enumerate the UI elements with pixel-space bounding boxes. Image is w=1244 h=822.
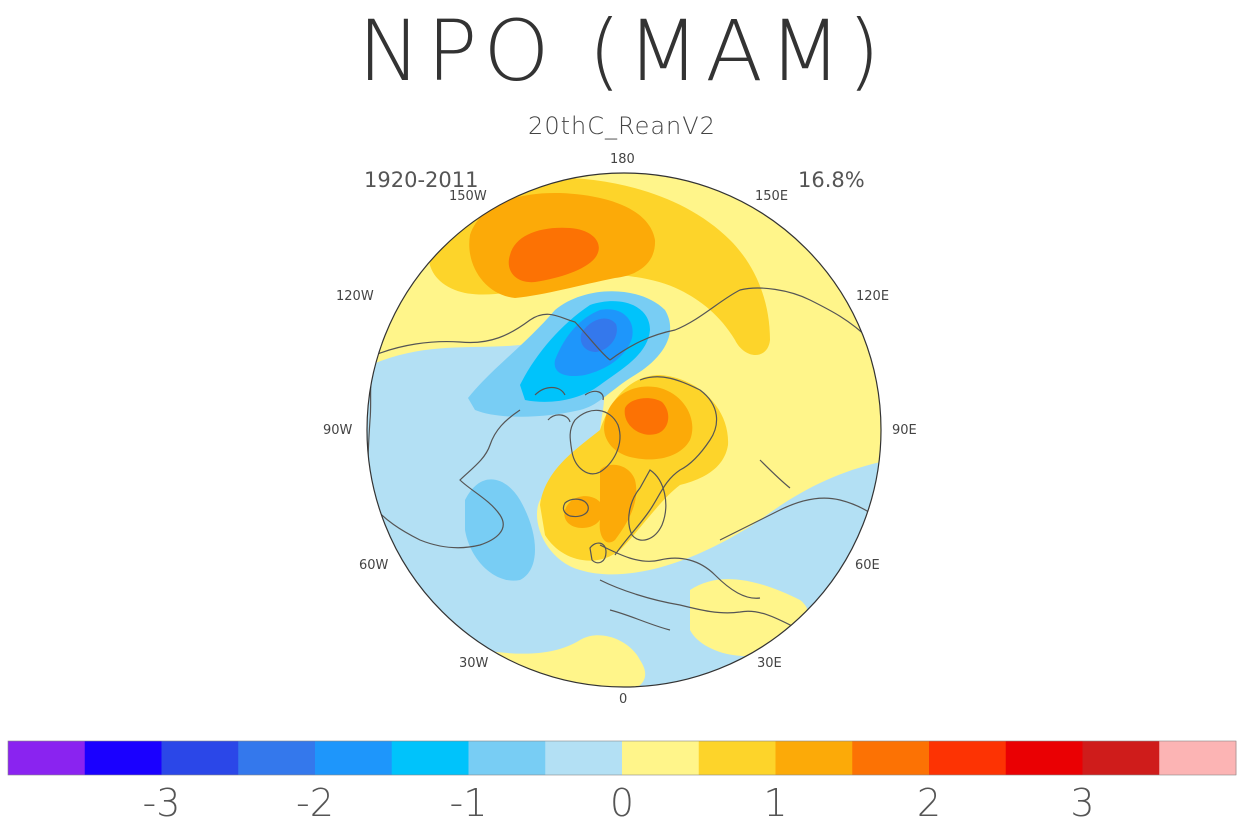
lon-label-60e: 60E <box>855 558 880 573</box>
colorbar-segment <box>852 741 930 775</box>
figure-title: NPO (MAM) <box>357 2 887 100</box>
lon-label-90w: 90W <box>323 423 353 438</box>
colorbar-tick-label: 1 <box>763 781 787 822</box>
colorbar-tick-label: 3 <box>1070 781 1094 822</box>
colorbar-tick-label: -2 <box>296 781 334 822</box>
colorbar-segment <box>1082 741 1160 775</box>
dataset-subtitle: 20thC_ReanV2 <box>528 112 716 140</box>
lon-label-180: 180 <box>610 152 635 167</box>
contour-field <box>367 173 881 687</box>
colorbar-frame <box>7 740 1237 776</box>
time-period-label: 1920-2011 <box>364 168 479 192</box>
coastline-arctic-islands <box>534 386 604 423</box>
contour-region-orange-pacific-3 <box>508 227 599 283</box>
colorbar-segment <box>1005 741 1083 775</box>
coastline-iceland <box>562 498 589 518</box>
explained-variance-label: 16.8% <box>798 168 865 192</box>
colorbar-segment <box>315 741 393 775</box>
map-boundary <box>366 172 882 688</box>
lon-label-90e: 90E <box>892 423 917 438</box>
coastline-asia-east <box>719 459 881 541</box>
colorbar-segment <box>391 741 469 775</box>
coastline-europe <box>599 544 801 631</box>
colorbar-segment <box>929 741 1007 775</box>
colorbar-tick-label: -3 <box>143 781 181 822</box>
lon-label-30w: 30W <box>459 656 489 671</box>
colorbar: -3 -2 -1 0 1 2 3 <box>7 740 1237 822</box>
lon-label-150e: 150E <box>755 189 789 204</box>
coastline-eurasia-north <box>609 287 871 556</box>
colorbar-segment <box>8 741 86 775</box>
lon-label-120w: 120W <box>336 289 374 304</box>
contour-region-orange-europe-5 <box>599 464 637 543</box>
lon-label-0: 0 <box>619 692 628 707</box>
contour-region-blue-arctic-4 <box>580 318 617 352</box>
coastline-british-isles <box>589 542 607 564</box>
lon-label-150w: 150W <box>449 189 487 204</box>
colorbar-segment <box>84 741 162 775</box>
lon-label-60w: 60W <box>359 558 389 573</box>
colorbar-segment <box>161 741 239 775</box>
coastline-greenland <box>569 409 621 475</box>
contour-region-orange-europe-3 <box>624 398 669 435</box>
colorbar-segment <box>622 741 700 775</box>
contour-region-blue-atlantic <box>465 479 535 581</box>
colorbar-segment <box>698 741 776 775</box>
colorbar-tick-label: -1 <box>450 781 488 822</box>
colorbar-segment <box>775 741 853 775</box>
colorbar-segment <box>238 741 316 775</box>
lon-label-30e: 30E <box>757 656 782 671</box>
colorbar-segment <box>545 741 623 775</box>
colorbar-tick-label: 0 <box>610 781 634 822</box>
coastline-scandinavia <box>628 469 667 541</box>
colorbar-segment <box>1159 741 1237 775</box>
colorbar-tick-label: 2 <box>917 781 941 822</box>
lon-label-120e: 120E <box>856 289 890 304</box>
colorbar-segment <box>468 741 546 775</box>
contour-region-orange-europe-4 <box>564 496 603 528</box>
